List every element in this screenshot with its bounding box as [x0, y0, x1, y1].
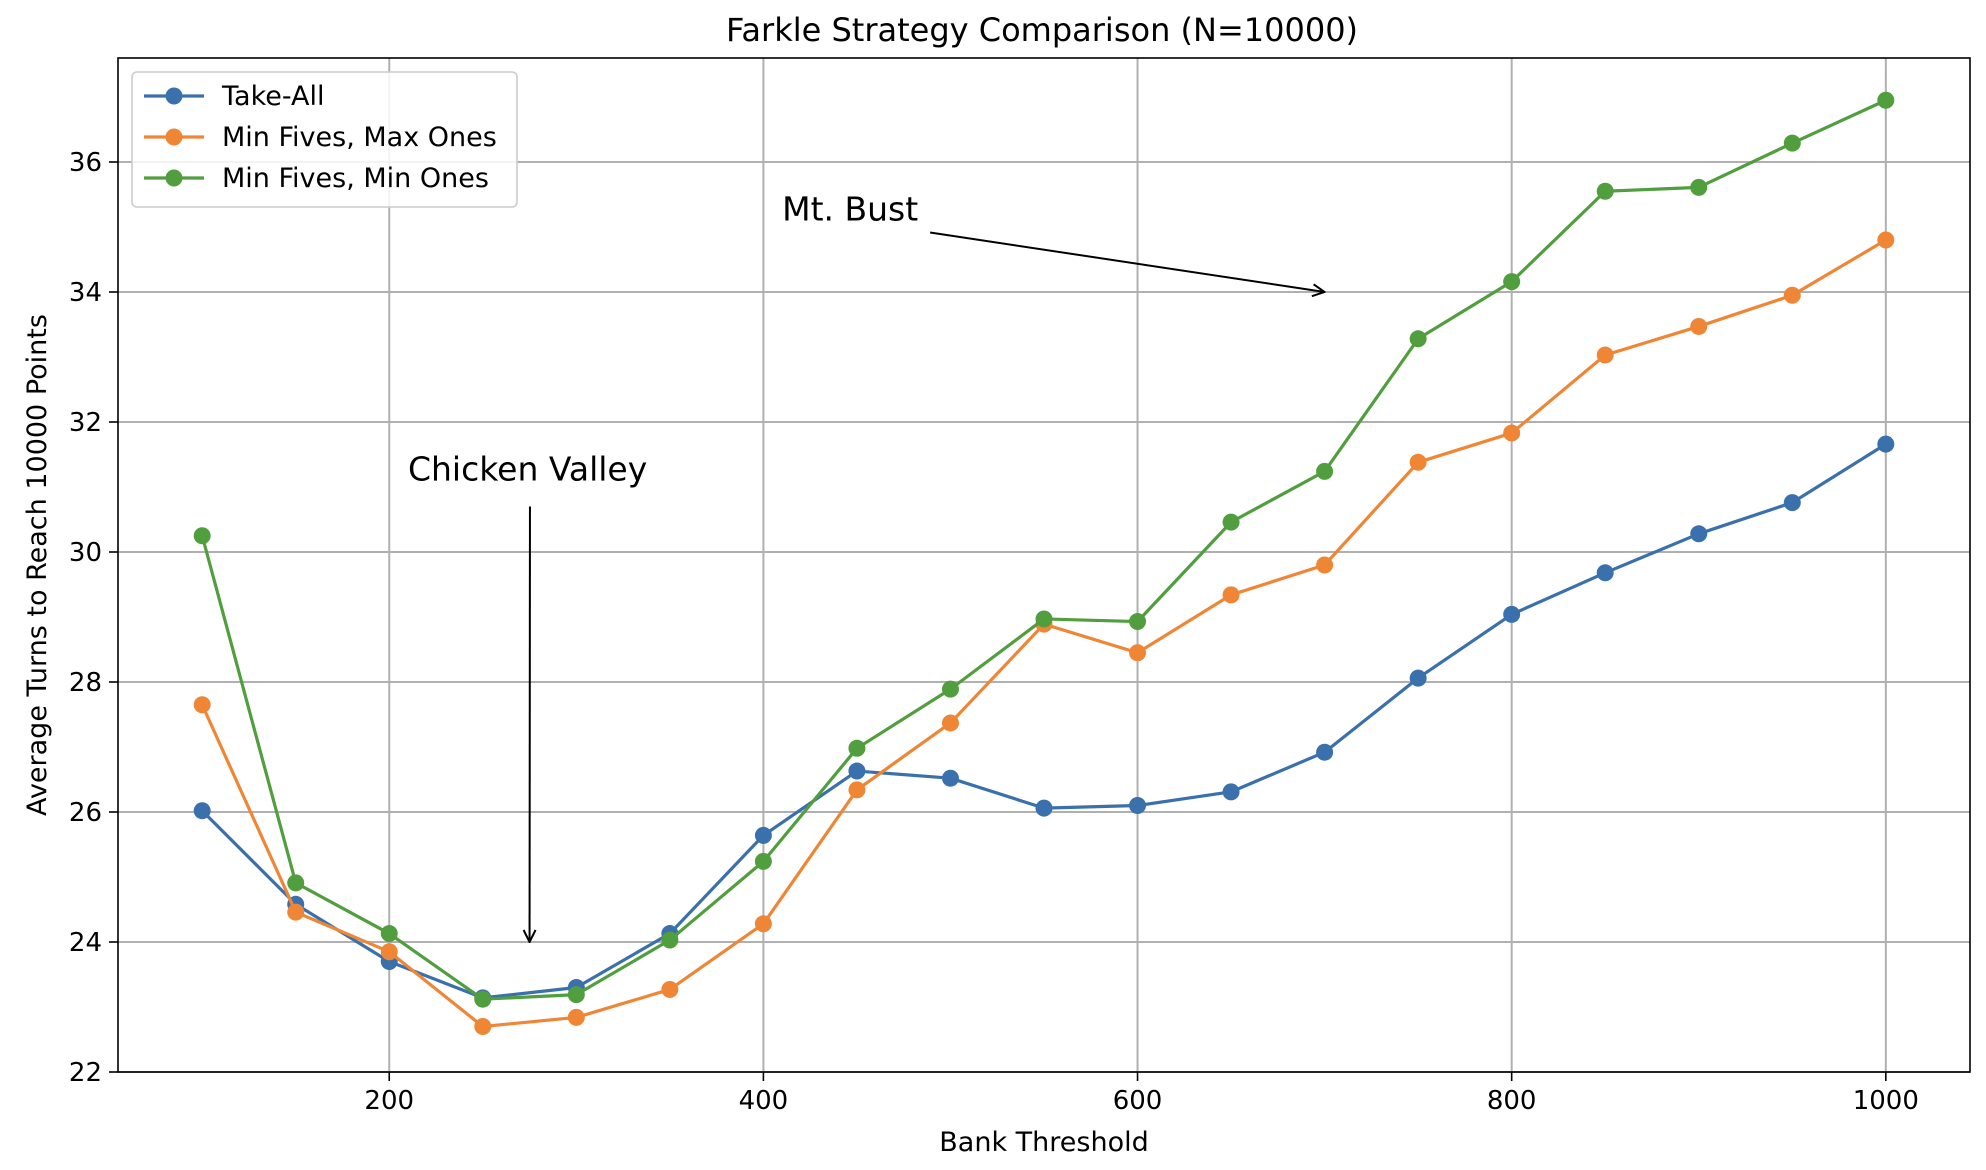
data-point — [193, 696, 211, 714]
y-tick-label: 36 — [69, 148, 102, 178]
data-point — [1316, 743, 1334, 761]
legend-marker — [165, 128, 183, 146]
data-point — [661, 931, 679, 949]
data-point — [941, 714, 959, 732]
chart-title: Farkle Strategy Comparison (N=10000) — [726, 11, 1358, 49]
x-tick-label: 1000 — [1853, 1086, 1919, 1116]
x-axis-label: Bank Threshold — [939, 1127, 1148, 1158]
legend: Take-All Min Fives, Max Ones Min Fives, Mi… — [131, 71, 518, 208]
y-axis-label: Average Turns to Reach 10000 Points — [22, 314, 53, 816]
x-tick-label: 400 — [739, 1086, 789, 1116]
x-tick-label: 600 — [1113, 1086, 1163, 1116]
data-point — [754, 852, 772, 870]
data-point — [1596, 346, 1614, 364]
data-point — [1222, 586, 1240, 604]
data-point — [1783, 494, 1801, 512]
y-tick-label: 30 — [69, 538, 102, 568]
data-point — [848, 739, 866, 757]
data-point — [1316, 556, 1334, 574]
data-point — [1129, 613, 1147, 631]
legend-box — [131, 71, 518, 208]
legend-item-2: Min Fives, Min Ones — [144, 163, 489, 194]
data-point — [941, 680, 959, 698]
series-layer — [193, 91, 1895, 1035]
legend-item-0: Take-All — [144, 81, 324, 112]
annotation-arrow — [929, 231, 1325, 293]
data-point — [1503, 273, 1521, 291]
data-point — [287, 874, 305, 892]
y-tick-label: 32 — [69, 408, 102, 438]
data-point — [1129, 644, 1147, 662]
data-point — [287, 903, 305, 921]
data-point — [1503, 424, 1521, 442]
data-point — [661, 980, 679, 998]
y-tick-label: 34 — [69, 278, 102, 308]
data-point — [1877, 91, 1895, 109]
y-tick-label: 24 — [69, 928, 102, 958]
data-point — [1409, 330, 1427, 348]
legend-label: Take-All — [221, 81, 324, 112]
data-point — [1503, 605, 1521, 623]
data-point — [1783, 286, 1801, 304]
x-tick-label: 800 — [1487, 1086, 1537, 1116]
data-point — [193, 527, 211, 545]
series-2 — [193, 91, 1895, 1008]
data-point — [1690, 178, 1708, 196]
data-point — [848, 762, 866, 780]
data-point — [1877, 231, 1895, 249]
data-point — [1035, 610, 1053, 628]
legend-label: Min Fives, Min Ones — [222, 163, 489, 194]
legend-marker — [165, 87, 183, 105]
data-point — [1222, 783, 1240, 801]
data-point — [1877, 435, 1895, 453]
data-point — [1690, 317, 1708, 335]
data-point — [1596, 564, 1614, 582]
data-point — [754, 915, 772, 933]
data-point — [1222, 513, 1240, 531]
data-point — [1129, 797, 1147, 814]
legend-marker — [165, 169, 183, 187]
legend-item-1: Min Fives, Max Ones — [144, 122, 497, 153]
data-point — [1690, 525, 1708, 543]
data-point — [848, 781, 866, 799]
axis-ticks: 200 400 600 800 1000 22 24 26 28 30 32 34 36 — [69, 148, 1919, 1116]
data-point — [474, 990, 492, 1008]
data-point — [1409, 453, 1427, 471]
grid — [118, 58, 1970, 1073]
data-point — [1783, 134, 1801, 152]
annotation-label: Chicken Valley — [408, 450, 647, 489]
data-point — [567, 1008, 585, 1026]
data-point — [567, 986, 585, 1004]
data-point — [1316, 462, 1334, 480]
data-point — [1409, 669, 1427, 687]
y-tick-label: 22 — [69, 1058, 102, 1088]
data-point — [380, 925, 398, 943]
annotation-label: Mt. Bust — [782, 190, 918, 229]
annotations: Chicken Valley Mt. Bust — [408, 190, 1325, 943]
data-point — [380, 943, 398, 961]
data-point — [193, 802, 211, 820]
y-tick-label: 28 — [69, 668, 102, 698]
x-tick-label: 200 — [364, 1086, 414, 1116]
data-point — [941, 769, 959, 787]
data-point — [474, 1018, 492, 1035]
plot-frame — [117, 57, 1971, 1073]
y-tick-label: 26 — [69, 798, 102, 828]
data-point — [1035, 799, 1053, 817]
data-point — [1596, 182, 1614, 200]
data-point — [754, 826, 772, 844]
legend-label: Min Fives, Max Ones — [222, 122, 497, 153]
